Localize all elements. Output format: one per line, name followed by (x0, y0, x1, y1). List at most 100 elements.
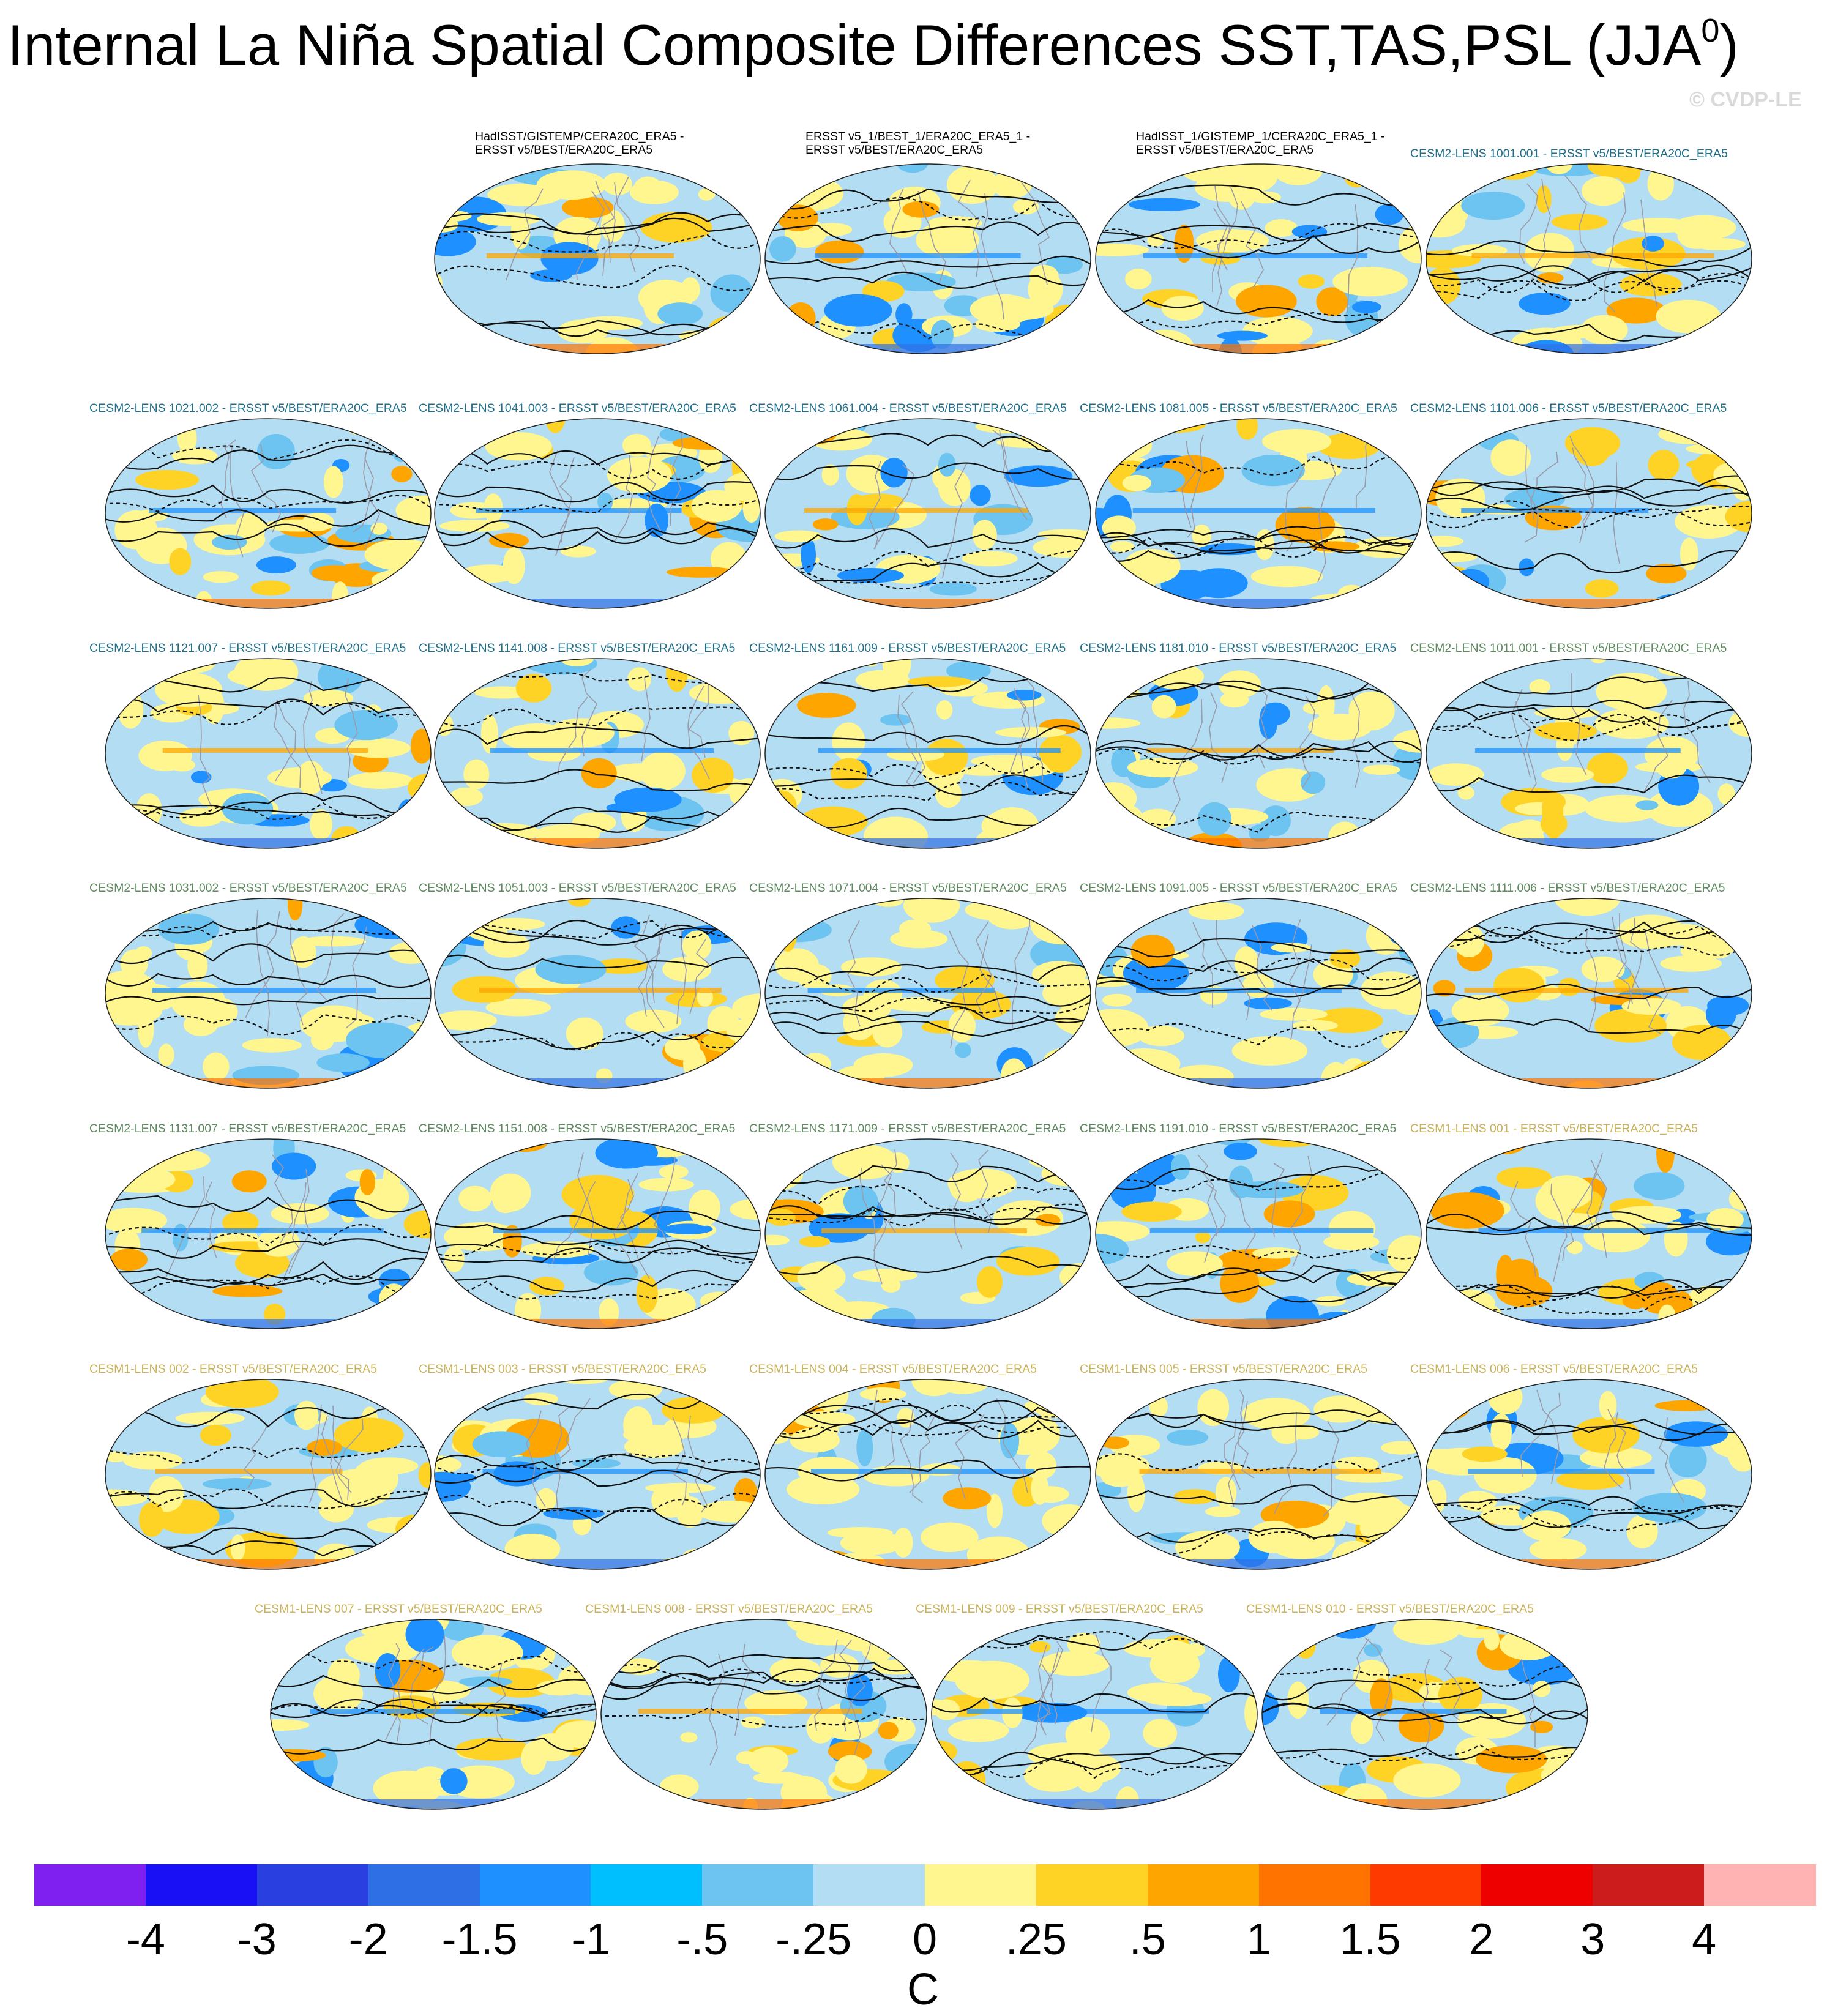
map-panel: CESM2-LENS 1111.006 - ERSST v5/BEST/ERA2… (1410, 864, 1754, 1092)
panel-label: CESM2-LENS 1061.004 - ERSST v5/BEST/ERA2… (749, 401, 1067, 415)
map-panel: HadISST_1/GISTEMP_1/CERA20C_ERA5_1 - ERS… (1093, 130, 1424, 357)
composite-map (1095, 1379, 1422, 1570)
map-panel: CESM2-LENS 1151.008 - ERSST v5/BEST/ERA2… (419, 1105, 763, 1332)
colorbar-tick-label: -2 (348, 1915, 388, 1964)
composite-map (764, 1379, 1091, 1570)
panel-label: CESM1-LENS 007 - ERSST v5/BEST/ERA20C_ER… (255, 1602, 542, 1616)
panel-label: CESM1-LENS 004 - ERSST v5/BEST/ERA20C_ER… (749, 1362, 1037, 1376)
map-panel: CESM2-LENS 1041.003 - ERSST v5/BEST/ERA2… (419, 384, 763, 612)
map-panel: CESM1-LENS 002 - ERSST v5/BEST/ERA20C_ER… (89, 1345, 433, 1573)
map-panel: CESM2-LENS 1021.002 - ERSST v5/BEST/ERA2… (89, 384, 433, 612)
map-panel: CESM1-LENS 001 - ERSST v5/BEST/ERA20C_ER… (1410, 1105, 1754, 1332)
map-panel: CESM2-LENS 1091.005 - ERSST v5/BEST/ERA2… (1080, 864, 1424, 1092)
colorbar-swatch (1370, 1864, 1482, 1906)
map-panel: CESM2-LENS 1081.005 - ERSST v5/BEST/ERA2… (1080, 384, 1424, 612)
colorbar-swatch (813, 1864, 925, 1906)
map-panel: CESM2-LENS 1181.010 - ERSST v5/BEST/ERA2… (1080, 624, 1424, 852)
panel-label: CESM1-LENS 003 - ERSST v5/BEST/ERA20C_ER… (419, 1362, 706, 1376)
map-panel: CESM1-LENS 003 - ERSST v5/BEST/ERA20C_ER… (419, 1345, 763, 1573)
colorbar-swatch (34, 1864, 146, 1906)
colorbar-swatch (702, 1864, 814, 1906)
panel-label: CESM2-LENS 1031.002 - ERSST v5/BEST/ERA2… (89, 881, 407, 895)
colorbar-tick-label: -.25 (775, 1915, 852, 1964)
composite-map (1095, 898, 1422, 1089)
colorbar-swatch (1036, 1864, 1148, 1906)
composite-map (764, 658, 1091, 849)
colorbar-tick-label: 1.5 (1339, 1915, 1401, 1964)
map-panel: CESM2-LENS 1001.001 - ERSST v5/BEST/ERA2… (1410, 130, 1754, 357)
composite-map (764, 418, 1091, 609)
colorbar-tick-label: .5 (1129, 1915, 1166, 1964)
panel-label: CESM2-LENS 1191.010 - ERSST v5/BEST/ERA2… (1080, 1122, 1397, 1135)
composite-map (931, 1619, 1258, 1810)
colorbar-tick-label: -.5 (676, 1915, 728, 1964)
map-panel: CESM2-LENS 1031.002 - ERSST v5/BEST/ERA2… (89, 864, 433, 1092)
map-panel: CESM1-LENS 005 - ERSST v5/BEST/ERA20C_ER… (1080, 1345, 1424, 1573)
map-panel: CESM1-LENS 010 - ERSST v5/BEST/ERA20C_ER… (1246, 1585, 1590, 1813)
panel-label: CESM2-LENS 1171.009 - ERSST v5/BEST/ERA2… (749, 1122, 1066, 1135)
panel-label: CESM2-LENS 1041.003 - ERSST v5/BEST/ERA2… (419, 401, 736, 415)
map-panel: ERSST v5_1/BEST_1/ERA20C_ERA5_1 - ERSST … (763, 130, 1093, 357)
panel-label: CESM1-LENS 002 - ERSST v5/BEST/ERA20C_ER… (89, 1362, 377, 1376)
composite-map (764, 1138, 1091, 1329)
colorbar-tick-label: -1.5 (441, 1915, 518, 1964)
map-panel: CESM2-LENS 1171.009 - ERSST v5/BEST/ERA2… (749, 1105, 1093, 1332)
panel-label: CESM1-LENS 009 - ERSST v5/BEST/ERA20C_ER… (916, 1602, 1203, 1616)
colorbar-tick-label: 0 (912, 1915, 938, 1964)
panel-label: HadISST/GISTEMP/CERA20C_ERA5 - ERSST v5/… (475, 130, 684, 157)
panel-label: CESM2-LENS 1141.008 - ERSST v5/BEST/ERA2… (419, 641, 736, 655)
map-panel: CESM2-LENS 1051.003 - ERSST v5/BEST/ERA2… (419, 864, 763, 1092)
panel-label: CESM2-LENS 1021.002 - ERSST v5/BEST/ERA2… (89, 401, 407, 415)
colorbar-swatch (1481, 1864, 1593, 1906)
colorbar (34, 1864, 1816, 1906)
map-panel: CESM2-LENS 1161.009 - ERSST v5/BEST/ERA2… (749, 624, 1093, 852)
composite-map (764, 163, 1091, 354)
panel-label: CESM1-LENS 010 - ERSST v5/BEST/ERA20C_ER… (1246, 1602, 1534, 1616)
copyright-watermark: © CVDP-LE (1689, 88, 1802, 111)
colorbar-tick-label: 1 (1246, 1915, 1271, 1964)
map-panel: CESM1-LENS 004 - ERSST v5/BEST/ERA20C_ER… (749, 1345, 1093, 1573)
composite-map (1426, 418, 1752, 609)
map-panel: CESM1-LENS 007 - ERSST v5/BEST/ERA20C_ER… (255, 1585, 599, 1813)
composite-map (105, 898, 432, 1089)
panel-label: CESM1-LENS 001 - ERSST v5/BEST/ERA20C_ER… (1410, 1122, 1698, 1135)
composite-map (1426, 898, 1752, 1089)
panel-label: CESM2-LENS 1101.006 - ERSST v5/BEST/ERA2… (1410, 401, 1727, 415)
figure-title: Internal La Niña Spatial Composite Diffe… (7, 12, 1739, 77)
colorbar-swatch (256, 1864, 369, 1906)
panel-label: CESM2-LENS 1091.005 - ERSST v5/BEST/ERA2… (1080, 881, 1397, 895)
map-panel: CESM2-LENS 1131.007 - ERSST v5/BEST/ERA2… (89, 1105, 433, 1332)
panel-label: CESM2-LENS 1051.003 - ERSST v5/BEST/ERA2… (419, 881, 736, 895)
panel-label: CESM2-LENS 1111.006 - ERSST v5/BEST/ERA2… (1410, 881, 1725, 895)
map-panel: CESM1-LENS 008 - ERSST v5/BEST/ERA20C_ER… (585, 1585, 929, 1813)
map-panel: CESM1-LENS 006 - ERSST v5/BEST/ERA20C_ER… (1410, 1345, 1754, 1573)
colorbar-swatch (1593, 1864, 1705, 1906)
colorbar-tick-label: 3 (1580, 1915, 1605, 1964)
colorbar-tick-label: -3 (237, 1915, 277, 1964)
composite-map (1426, 1138, 1752, 1329)
colorbar-swatch (591, 1864, 703, 1906)
panel-label: CESM2-LENS 1081.005 - ERSST v5/BEST/ERA2… (1080, 401, 1397, 415)
panel-label: CESM1-LENS 008 - ERSST v5/BEST/ERA20C_ER… (585, 1602, 873, 1616)
colorbar-tick-label: -4 (125, 1915, 165, 1964)
map-panel: CESM2-LENS 1121.007 - ERSST v5/BEST/ERA2… (89, 624, 433, 852)
composite-map (105, 1379, 432, 1570)
panel-label: CESM2-LENS 1121.007 - ERSST v5/BEST/ERA2… (89, 641, 406, 655)
map-panel: CESM2-LENS 1071.004 - ERSST v5/BEST/ERA2… (749, 864, 1093, 1092)
map-panel: CESM2-LENS 1011.001 - ERSST v5/BEST/ERA2… (1410, 624, 1754, 852)
panel-label: CESM2-LENS 1001.001 - ERSST v5/BEST/ERA2… (1410, 147, 1728, 160)
composite-map (1095, 163, 1422, 354)
colorbar-swatch (1258, 1864, 1370, 1906)
colorbar-swatch (368, 1864, 480, 1906)
panel-label: CESM1-LENS 005 - ERSST v5/BEST/ERA20C_ER… (1080, 1362, 1367, 1376)
panel-label: CESM2-LENS 1151.008 - ERSST v5/BEST/ERA2… (419, 1122, 736, 1135)
composite-map (1095, 658, 1422, 849)
composite-map (105, 418, 432, 609)
composite-map (270, 1619, 597, 1810)
composite-map (1426, 163, 1752, 354)
panel-label: CESM2-LENS 1011.001 - ERSST v5/BEST/ERA2… (1410, 641, 1727, 655)
composite-map (434, 898, 761, 1089)
panel-label: ERSST v5_1/BEST_1/ERA20C_ERA5_1 - ERSST … (805, 130, 1031, 157)
map-panel: CESM2-LENS 1141.008 - ERSST v5/BEST/ERA2… (419, 624, 763, 852)
colorbar-tick-label: -1 (571, 1915, 611, 1964)
